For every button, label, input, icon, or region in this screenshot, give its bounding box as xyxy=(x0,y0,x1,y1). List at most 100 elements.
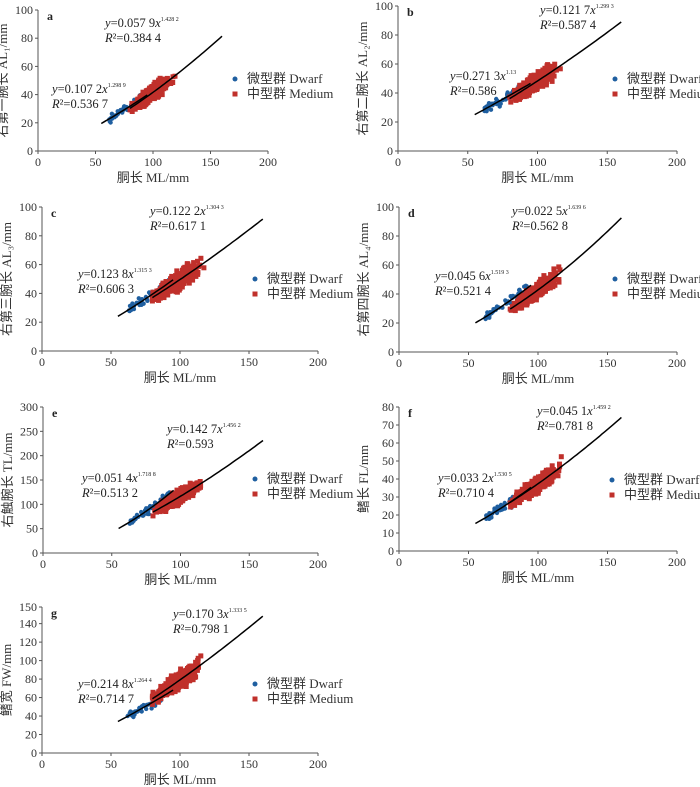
y-axis-label: 鳍宽 FW/mm xyxy=(0,644,14,717)
dwarf-r2: R²=0.513 2 xyxy=(81,486,138,500)
points xyxy=(484,454,564,521)
medium-point xyxy=(530,480,536,486)
y-tick-label: 80 xyxy=(25,672,37,686)
r2-value: 0.536 7 xyxy=(70,97,108,111)
eq-equals: = xyxy=(111,16,118,30)
medium-point xyxy=(198,255,204,261)
dwarf-point xyxy=(494,96,499,102)
y-tick-label: 120 xyxy=(19,635,37,649)
medium-point xyxy=(183,674,189,680)
r2-eq: ²= xyxy=(60,97,71,111)
x-tick-label: 200 xyxy=(309,355,327,369)
medium-point xyxy=(534,489,540,495)
x-tick-label: 200 xyxy=(668,356,686,370)
medium-point xyxy=(556,468,562,474)
dwarf-fit-line xyxy=(117,279,174,317)
medium-point xyxy=(149,91,155,97)
panel-letter: b xyxy=(407,5,414,19)
medium-point xyxy=(557,66,563,72)
y-tick-label: 100 xyxy=(375,0,393,13)
medium-point xyxy=(163,82,169,88)
y-tick-label: 20 xyxy=(25,728,37,742)
eq-exponent: 1.264 4 xyxy=(134,678,152,684)
medium-r2: R²=0.798 1 xyxy=(172,622,229,636)
points xyxy=(127,479,204,526)
eq-y: y xyxy=(148,204,156,218)
x-tick-label: 150 xyxy=(599,356,617,370)
medium-point xyxy=(529,486,535,492)
eq-exponent: 1.639 6 xyxy=(568,205,586,211)
medium-point xyxy=(178,681,183,687)
r2-value: 0.587 4 xyxy=(558,18,596,32)
medium-point xyxy=(531,286,537,292)
medium-point xyxy=(190,493,196,499)
dwarf-point xyxy=(139,709,144,714)
medium-point xyxy=(161,684,167,690)
eq-exponent: 1.718 8 xyxy=(138,472,156,478)
y-tick-label: 50 xyxy=(26,522,38,536)
medium-point xyxy=(542,278,548,284)
medium-point xyxy=(195,269,201,275)
medium-point xyxy=(181,276,187,282)
eq-y: y xyxy=(165,422,173,436)
medium-point xyxy=(512,308,518,314)
x-tick-label: 50 xyxy=(105,355,117,369)
eq-equals: = xyxy=(518,204,525,218)
medium-equation: y=0.121 7x1.299 3 xyxy=(538,3,614,17)
medium-point xyxy=(194,667,200,673)
dwarf-equation: y=0.045 6x1.519 3 xyxy=(433,269,509,283)
r2-label: R xyxy=(172,622,181,636)
r2-eq: ²= xyxy=(175,437,186,451)
medium-point xyxy=(533,480,539,486)
eq-exponent: 1.519 3 xyxy=(491,270,509,276)
y-tick-label: 100 xyxy=(20,497,38,511)
legend-dwarf-label: 微型群 Dwarf xyxy=(267,471,343,486)
medium-point xyxy=(552,277,558,283)
x-tick-label: 200 xyxy=(259,155,277,169)
medium-point xyxy=(176,281,182,287)
medium-point xyxy=(516,497,522,503)
panel-letter: f xyxy=(408,406,413,420)
eq-x: x xyxy=(216,422,223,436)
legend-medium-label: 中型群 Medium xyxy=(247,86,333,101)
x-tick-label: 150 xyxy=(202,155,220,169)
medium-point xyxy=(158,86,164,92)
eq-exponent: 1.459 2 xyxy=(593,405,611,411)
eq-coef-value: 0.271 3 xyxy=(463,69,501,83)
medium-r2: R²=0.587 4 xyxy=(539,18,597,32)
x-tick-label: 0 xyxy=(396,356,402,370)
medium-point xyxy=(162,78,168,84)
medium-point xyxy=(187,678,192,684)
eq-coef-value: 0.033 2 xyxy=(451,471,489,485)
dwarf-fit-line xyxy=(100,94,148,125)
eq-equals: = xyxy=(543,404,550,418)
medium-point xyxy=(155,93,161,98)
y-tick-label: 70 xyxy=(382,418,394,432)
y-axis-label: 鳍长 FL/mm xyxy=(356,445,371,513)
x-tick-label: 200 xyxy=(668,555,686,569)
r2-value: 0.798 1 xyxy=(191,622,229,636)
y-tick-label: 150 xyxy=(20,473,38,487)
medium-point xyxy=(512,87,517,93)
eq-exponent: 1.333 5 xyxy=(229,608,247,614)
dwarf-point xyxy=(488,107,494,112)
panel-g: 0 50 100 150 200 0 20 40 60 80 100 120 140 150 g 胴长 ML/… xyxy=(0,600,353,787)
r2-value: 0.513 2 xyxy=(100,486,138,500)
dwarf-fit-line xyxy=(118,489,175,530)
medium-point xyxy=(556,264,562,270)
medium-point xyxy=(185,278,191,284)
r2-label: R xyxy=(81,486,90,500)
eq-exponent: 1.530 5 xyxy=(494,472,512,478)
y-axis-label: 右触腕长 TL/mm xyxy=(0,433,15,528)
y-tick-label: 20 xyxy=(25,315,37,329)
eq-y: y xyxy=(80,471,88,485)
x-tick-label: 100 xyxy=(529,555,547,569)
medium-point xyxy=(143,97,149,103)
eq-y: y xyxy=(535,404,543,418)
medium-point xyxy=(163,681,169,687)
medium-point xyxy=(169,685,174,691)
y-tick-label: 60 xyxy=(382,436,394,450)
x-tick-label: 50 xyxy=(463,356,475,370)
x-tick-label: 150 xyxy=(240,757,258,771)
eq-x: x xyxy=(561,204,568,218)
